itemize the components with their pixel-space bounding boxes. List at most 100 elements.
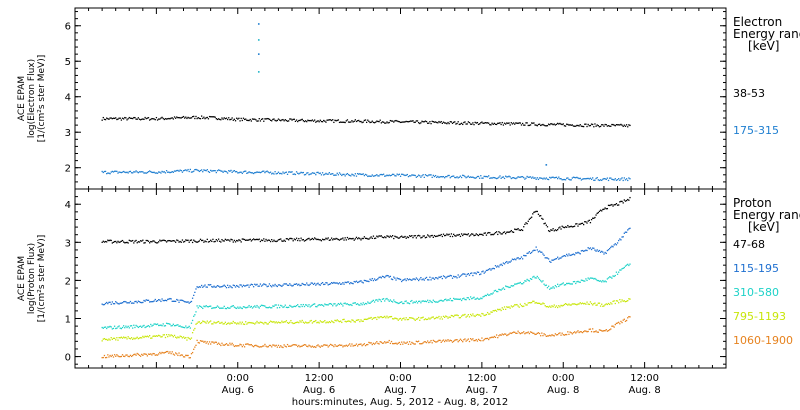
data-point-proton-1 xyxy=(254,283,256,285)
data-point-proton-0 xyxy=(154,241,156,243)
data-point-proton-2 xyxy=(547,285,550,287)
data-point-proton-0 xyxy=(486,232,489,234)
data-point-proton-4 xyxy=(107,354,109,356)
data-point-electron-0 xyxy=(404,121,406,123)
data-point-proton-0 xyxy=(124,242,126,244)
data-point-proton-3 xyxy=(580,303,583,305)
data-point-electron-1 xyxy=(354,173,356,175)
data-point-proton-4 xyxy=(506,334,508,337)
data-point-proton-0 xyxy=(369,237,371,239)
data-point-electron-0 xyxy=(223,117,225,119)
data-point-proton-3 xyxy=(449,316,451,319)
data-point-proton-4 xyxy=(332,344,334,347)
data-point-proton-0 xyxy=(341,238,343,240)
data-point-proton-2 xyxy=(546,287,549,289)
data-point-proton-1 xyxy=(115,301,117,303)
data-point-proton-1 xyxy=(107,302,109,305)
data-point-proton-2 xyxy=(542,280,544,282)
data-point-proton-2 xyxy=(134,326,136,329)
data-point-electron-0 xyxy=(344,121,346,124)
data-point-proton-0 xyxy=(560,228,562,230)
data-point-proton-2 xyxy=(197,307,199,309)
data-point-proton-1 xyxy=(390,278,393,280)
data-point-electron-0 xyxy=(536,125,538,127)
data-point-proton-4 xyxy=(286,343,289,346)
data-point-electron-0 xyxy=(118,117,120,119)
data-point-electron-1 xyxy=(514,177,516,179)
data-point-proton-2 xyxy=(552,286,554,288)
data-point-proton-3 xyxy=(585,303,587,305)
data-point-proton-0 xyxy=(385,236,387,239)
data-point-proton-4 xyxy=(519,332,522,335)
data-point-proton-1 xyxy=(476,271,479,273)
data-point-proton-0 xyxy=(595,214,597,216)
data-point-electron-0 xyxy=(616,124,619,126)
data-point-electron-1 xyxy=(308,174,310,176)
data-point-proton-0 xyxy=(512,231,515,233)
data-point-proton-0 xyxy=(425,236,428,238)
data-point-electron-1 xyxy=(575,177,577,179)
data-point-proton-3 xyxy=(424,318,427,320)
data-point-proton-3 xyxy=(475,314,477,316)
data-point-proton-1 xyxy=(550,261,552,263)
data-point-proton-0 xyxy=(335,237,337,240)
data-point-proton-0 xyxy=(186,239,188,242)
data-point-proton-0 xyxy=(528,218,531,220)
data-point-proton-3 xyxy=(126,338,128,340)
data-point-proton-3 xyxy=(379,316,381,318)
data-point-proton-1 xyxy=(594,249,596,251)
data-point-electron-1 xyxy=(582,178,585,180)
data-point-electron-1 xyxy=(485,175,488,178)
data-point-proton-2 xyxy=(120,327,123,330)
data-point-electron-0 xyxy=(519,122,522,124)
data-point-proton-3 xyxy=(428,317,430,319)
data-point-proton-4 xyxy=(612,325,614,327)
data-point-proton-1 xyxy=(441,277,444,280)
data-point-proton-3 xyxy=(367,318,369,320)
data-point-proton-4 xyxy=(497,336,499,339)
data-point-proton-1 xyxy=(232,284,234,286)
data-point-proton-0 xyxy=(160,240,162,242)
data-point-proton-1 xyxy=(299,284,301,287)
data-point-proton-0 xyxy=(120,240,123,242)
data-point-proton-2 xyxy=(476,297,479,299)
data-point-electron-1 xyxy=(200,169,203,171)
data-point-electron-0 xyxy=(584,123,586,125)
data-point-electron-0 xyxy=(367,119,369,121)
data-point-proton-1 xyxy=(477,271,480,274)
data-point-proton-0 xyxy=(308,237,310,240)
data-point-electron-0 xyxy=(611,123,613,126)
data-point-proton-4 xyxy=(259,346,262,348)
data-point-proton-4 xyxy=(222,344,224,346)
data-point-proton-1 xyxy=(182,300,185,302)
data-point-proton-4 xyxy=(410,343,412,345)
data-point-proton-3 xyxy=(590,302,593,305)
data-point-proton-0 xyxy=(603,208,605,210)
data-point-proton-4 xyxy=(219,343,221,345)
data-point-proton-2 xyxy=(469,296,472,298)
data-point-proton-4 xyxy=(275,344,277,346)
data-point-proton-1 xyxy=(162,299,164,302)
data-point-proton-4 xyxy=(475,338,477,341)
data-point-proton-2 xyxy=(534,277,536,279)
data-point-electron-0 xyxy=(579,124,581,126)
data-point-electron-1 xyxy=(330,173,333,175)
data-point-proton-3 xyxy=(308,321,310,324)
data-point-proton-2 xyxy=(516,283,518,285)
data-point-proton-0 xyxy=(228,239,230,241)
data-point-proton-2 xyxy=(577,280,579,283)
data-point-proton-4 xyxy=(303,344,306,346)
data-point-proton-0 xyxy=(336,238,338,240)
data-point-proton-3 xyxy=(286,321,289,324)
data-point-proton-3 xyxy=(407,318,410,321)
data-point-proton-4 xyxy=(257,345,259,348)
data-point-proton-3 xyxy=(381,316,384,319)
data-point-proton-2 xyxy=(573,280,576,283)
data-point-proton-4 xyxy=(160,352,162,355)
data-point-proton-4 xyxy=(319,346,321,348)
data-point-proton-4 xyxy=(232,344,234,346)
data-point-proton-2 xyxy=(206,305,208,308)
data-point-proton-0 xyxy=(508,231,510,233)
data-point-proton-2 xyxy=(365,303,368,305)
data-point-electron-1 xyxy=(171,170,173,173)
